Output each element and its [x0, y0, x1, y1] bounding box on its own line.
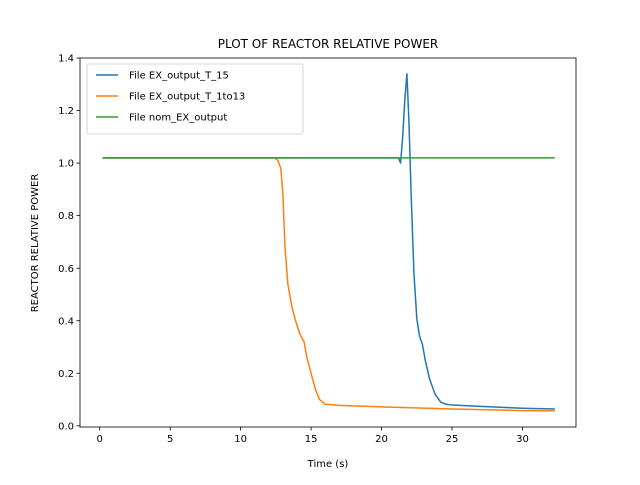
x-tick-label: 5: [167, 434, 173, 445]
legend-label-2: File EX_output_T_1to13: [129, 92, 245, 103]
x-tick-label: 10: [234, 434, 247, 445]
chart-title: PLOT OF REACTOR RELATIVE POWER: [218, 37, 439, 51]
x-tick-label: 0: [97, 434, 103, 445]
plot-area: 0 5 10 15 20 25 30 0.0 0.2 0.4 0.6 0.8 1.0 1.2 1.4: [58, 54, 577, 445]
legend: File EX_output_T_15 File EX_output_T_1to1…: [86, 63, 304, 135]
y-tick-label: 1.4: [58, 54, 74, 65]
x-tick-label: 25: [446, 434, 459, 445]
y-tick-label: 0.2: [58, 369, 74, 380]
axes-frame: [79, 57, 577, 428]
y-tick-label: 0.4: [58, 316, 74, 327]
y-tick-label: 0.6: [58, 264, 74, 275]
y-tick-label: 0.0: [58, 421, 74, 432]
legend-label-1: File EX_output_T_15: [129, 71, 229, 82]
y-tick-label: 1.0: [58, 159, 74, 170]
legend-label-3: File nom_EX_output: [129, 113, 227, 124]
x-axis-label: Time (s): [307, 459, 349, 470]
x-tick-label: 30: [516, 434, 529, 445]
y-tick-label: 1.2: [58, 106, 74, 117]
y-axis-label: REACTOR RELATIVE POWER: [30, 174, 41, 313]
x-tick-label: 20: [375, 434, 388, 445]
x-tick-label: 15: [305, 434, 318, 445]
series-line-2: [102, 157, 555, 412]
legend-box: [86, 63, 304, 135]
y-tick-label: 0.8: [58, 211, 74, 222]
